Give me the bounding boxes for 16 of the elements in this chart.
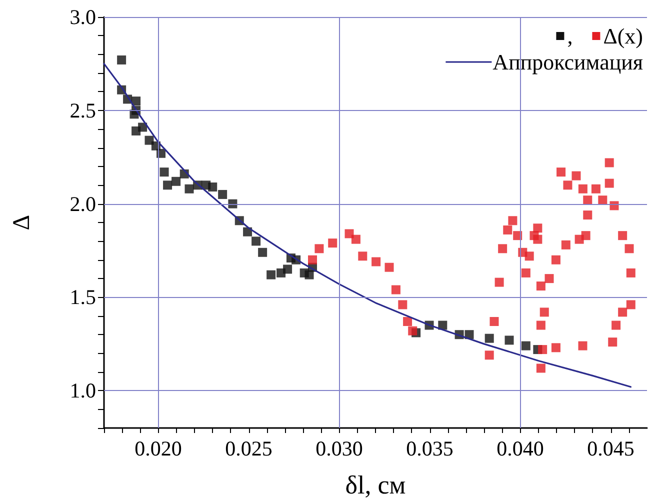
y-tick-label: 1.0 bbox=[70, 378, 96, 403]
y-tick-label: 3.0 bbox=[70, 5, 96, 29]
x-axis-title: δl, см bbox=[345, 470, 406, 500]
x-tick-label: 0.030 bbox=[316, 436, 363, 460]
x-tick-label: 0.045 bbox=[587, 436, 634, 460]
y-tick-label: 1.5 bbox=[70, 285, 96, 310]
x-tick-label: 0.035 bbox=[406, 436, 454, 460]
y-tick-label: 2.0 bbox=[70, 192, 96, 216]
legend-label: Аппроксимация bbox=[492, 50, 644, 74]
y-axis-title: Δ bbox=[9, 214, 35, 230]
x-tick-label: 0.025 bbox=[225, 436, 272, 460]
x-tick-label: 0.040 bbox=[496, 436, 544, 460]
legend-label: Δ(x) bbox=[603, 24, 644, 48]
legend-label: , bbox=[567, 24, 573, 48]
y-tick-label: 2.5 bbox=[70, 98, 96, 122]
x-tick-label: 0.020 bbox=[134, 436, 182, 460]
